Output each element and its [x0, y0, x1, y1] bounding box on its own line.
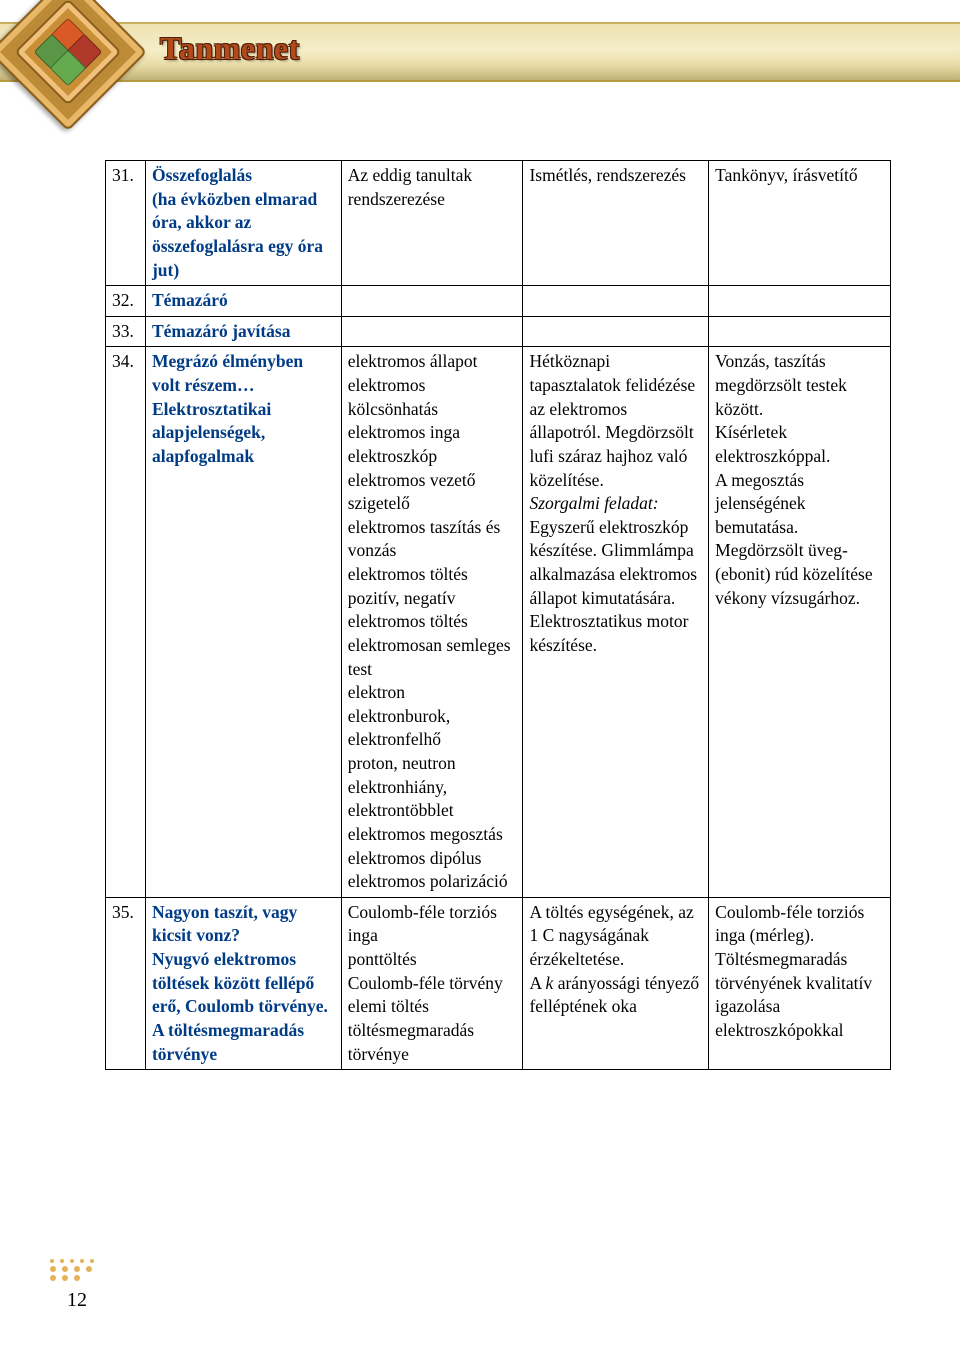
row-title: Nagyon taszít, vagy kicsit vonz? Nyugvó … [145, 897, 341, 1069]
row-col4: A töltés egységének, az 1 C nagyságának … [523, 897, 709, 1069]
row-number: 35. [106, 897, 146, 1069]
table-row: 33.Témazáró javítása [106, 316, 891, 347]
table-row: 32.Témazáró [106, 286, 891, 317]
row-col3 [341, 316, 523, 347]
row-col4 [523, 316, 709, 347]
row-col5: Tankönyv, írásvetítő [709, 161, 891, 286]
row-col5: Vonzás, taszítás megdörzsölt testek közö… [709, 347, 891, 897]
curriculum-table: 31.Összefoglalás (ha évközben elmarad ór… [105, 160, 891, 1070]
table-row: 35.Nagyon taszít, vagy kicsit vonz? Nyug… [106, 897, 891, 1069]
row-col4 [523, 286, 709, 317]
row-col3: elektromos állapot elektromos kölcsönhat… [341, 347, 523, 897]
row-col5 [709, 286, 891, 317]
row-number: 34. [106, 347, 146, 897]
row-col3: Coulomb-féle torziós inga ponttöltés Cou… [341, 897, 523, 1069]
row-title: Összefoglalás (ha évközben elmarad óra, … [145, 161, 341, 286]
page-number: 12 [56, 1285, 98, 1315]
page-number-ornament: 12 [50, 1258, 98, 1315]
logo [68, 52, 69, 53]
table-row: 31.Összefoglalás (ha évközben elmarad ór… [106, 161, 891, 286]
row-title: Témazáró [145, 286, 341, 317]
row-col3: Az eddig tanultak rendszerezése [341, 161, 523, 286]
row-col5: Coulomb-féle torziós inga (mérleg). Tölt… [709, 897, 891, 1069]
row-number: 31. [106, 161, 146, 286]
row-col3 [341, 286, 523, 317]
row-col4: Ismétlés, rendszerezés [523, 161, 709, 286]
row-number: 33. [106, 316, 146, 347]
row-title: Témazáró javítása [145, 316, 341, 347]
page-title: Tanmenet [160, 30, 300, 67]
row-col4: Hétköznapi tapasztalatok felidézése az e… [523, 347, 709, 897]
table-row: 34.Megrázó élményben volt részem… Elektr… [106, 347, 891, 897]
row-title: Megrázó élményben volt részem… Elektrosz… [145, 347, 341, 897]
row-number: 32. [106, 286, 146, 317]
row-col5 [709, 316, 891, 347]
